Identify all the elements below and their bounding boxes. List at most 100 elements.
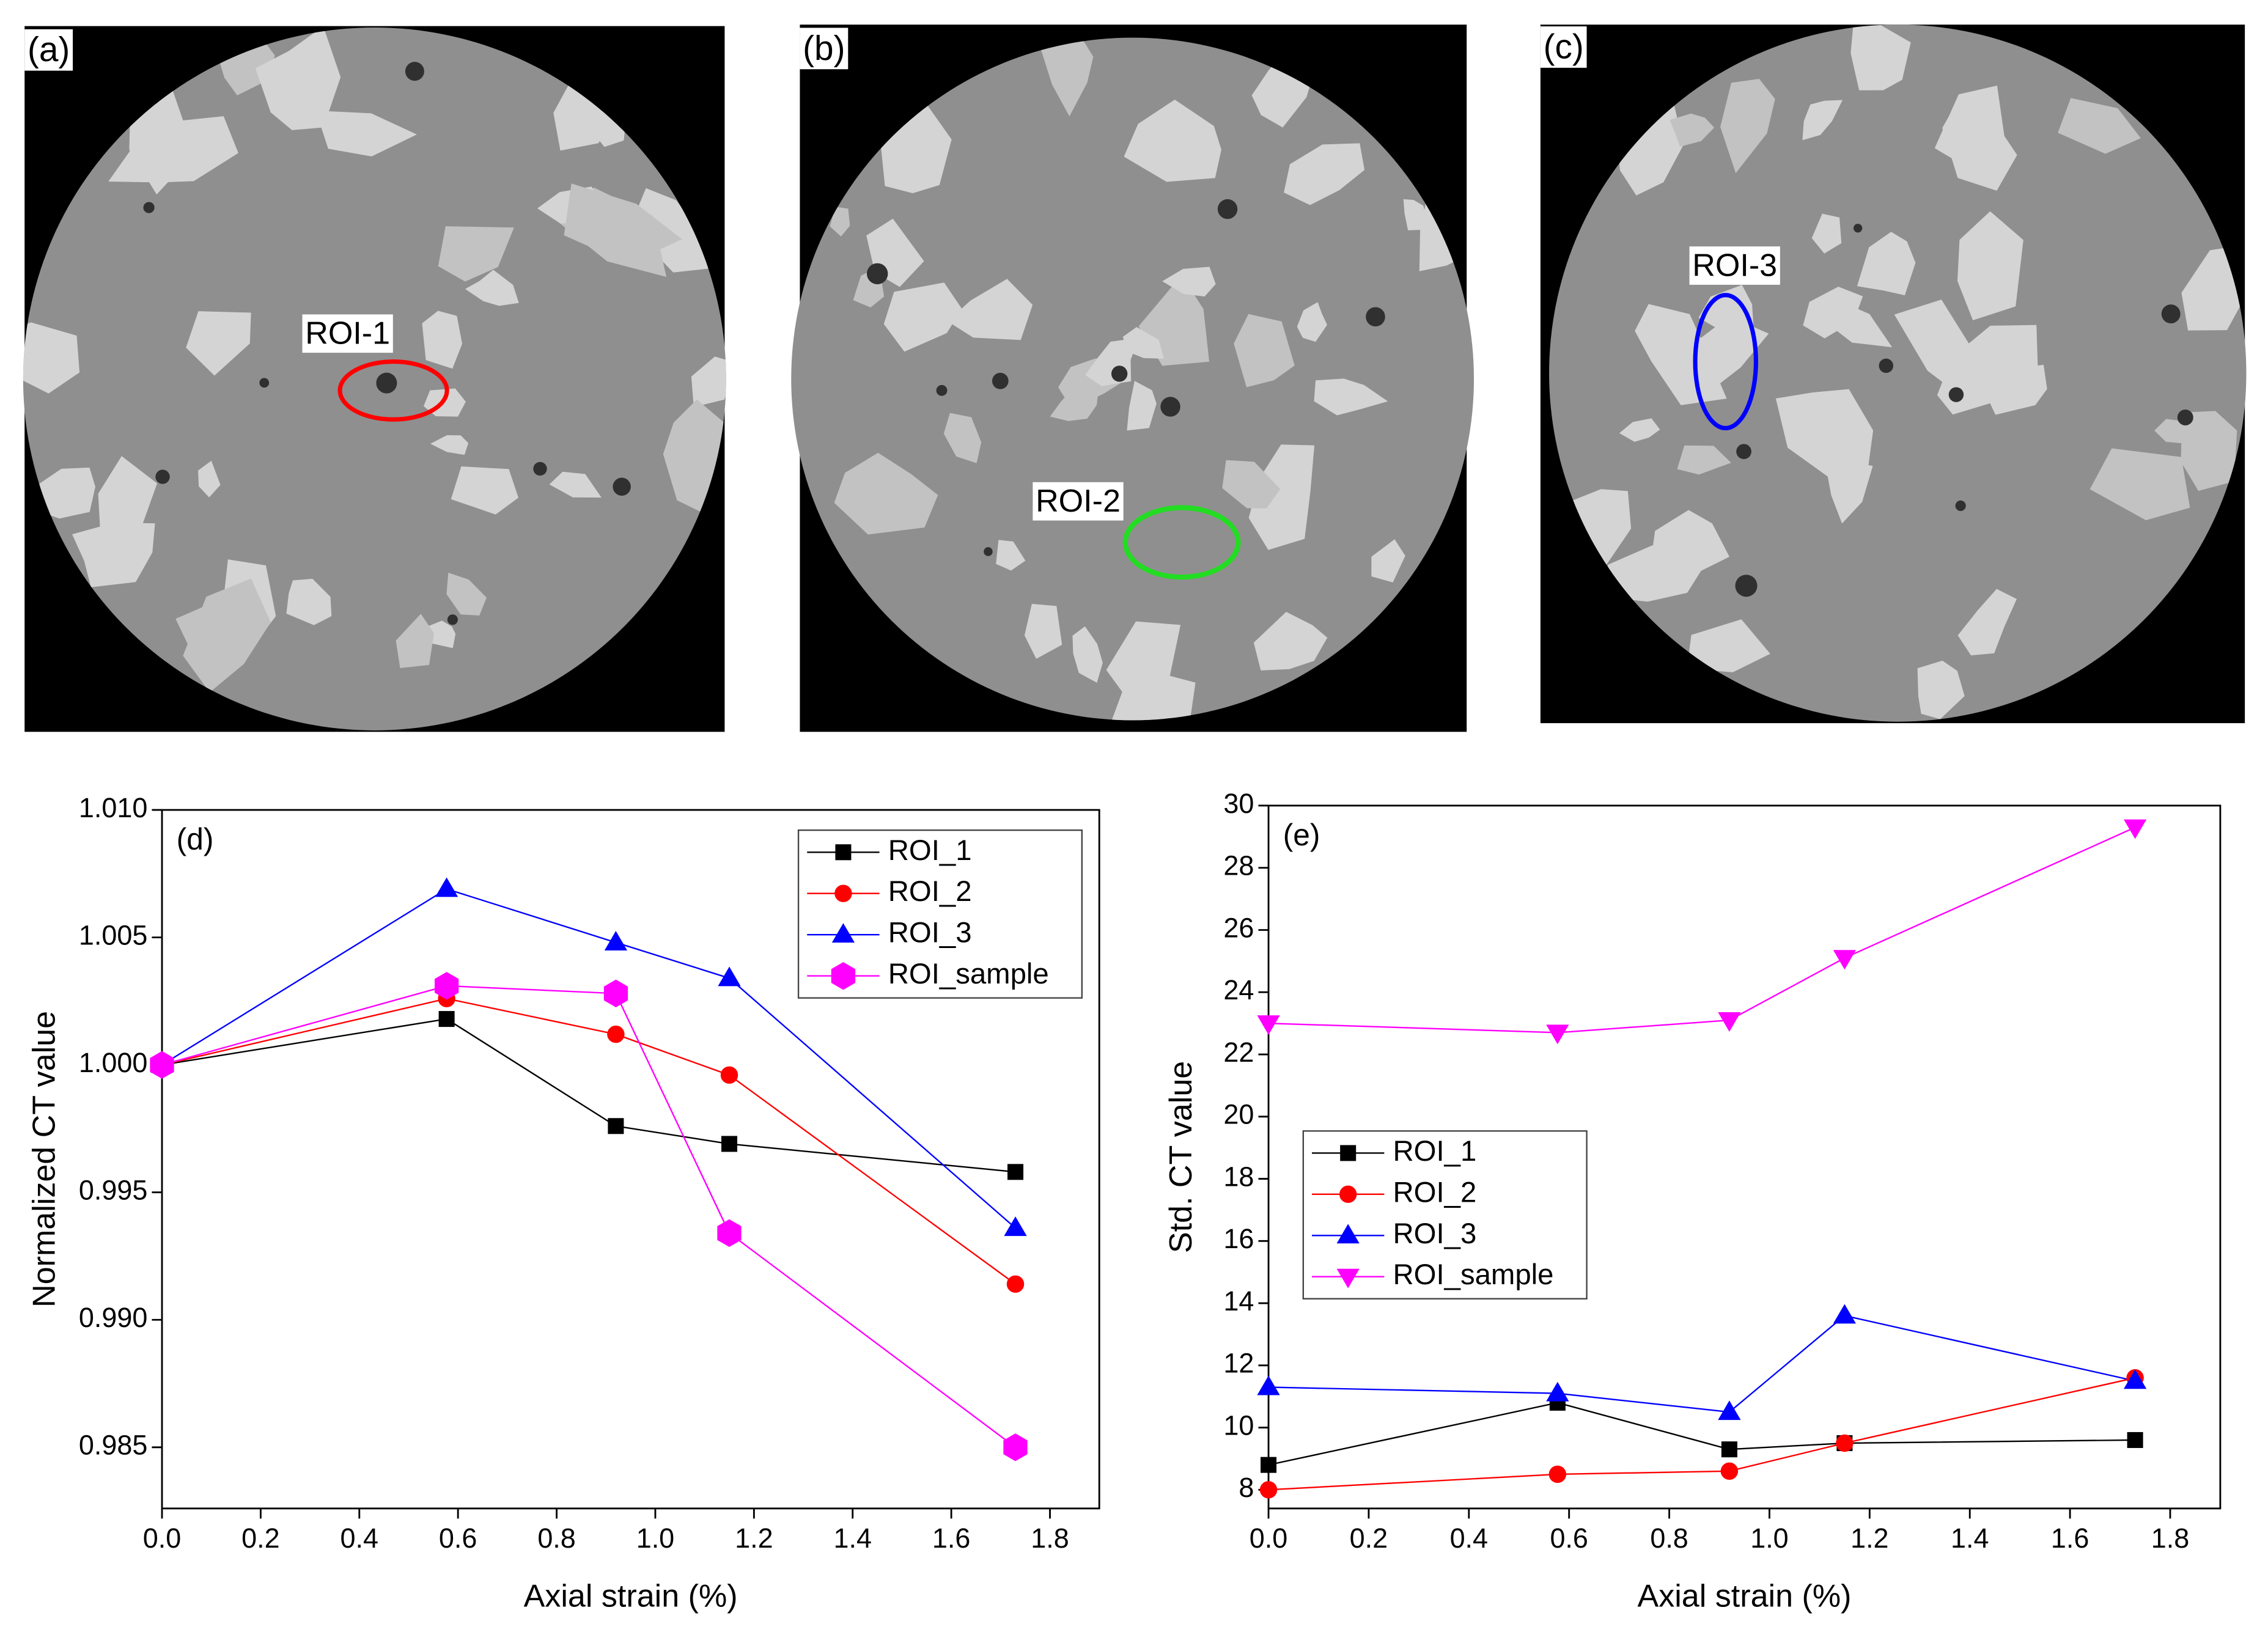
roi-ellipse	[1693, 293, 1758, 430]
sample-section	[791, 37, 1475, 721]
panel-annotation: (e)	[1283, 818, 1320, 852]
marker	[717, 1219, 742, 1248]
plot-frame	[1267, 804, 2222, 1510]
marker	[718, 966, 741, 987]
marker	[603, 979, 628, 1007]
pore	[405, 62, 424, 81]
chart: 0.0 0.2 0.4 0.6 0.8 1.0 1.2 1.4 1.6 1.8 0.985 0.990…	[26, 792, 1100, 1614]
y-tick-label: 26	[1223, 912, 1254, 943]
aggregate	[315, 110, 417, 156]
pore	[1160, 397, 1180, 417]
x-tick-label: 0.4	[341, 1523, 378, 1554]
marker	[1548, 1465, 1567, 1483]
marker	[1003, 1433, 1028, 1461]
chart: 0.0 0.2 0.4 0.6 0.8 1.0 1.2 1.4 1.6 1.8 8 10 12 14 16 1…	[1163, 788, 2222, 1614]
y-axis-title: Normalized CT value	[26, 1011, 62, 1307]
roi-ellipse	[1122, 505, 1241, 580]
pore	[1735, 575, 1758, 597]
y-tick-label: 12	[1223, 1348, 1254, 1379]
y-tick-label: 1.005	[79, 919, 147, 950]
legend-label: ROI_3	[888, 917, 972, 949]
pore	[533, 461, 547, 476]
marker	[831, 923, 855, 943]
pore	[1111, 366, 1128, 382]
pore	[936, 384, 948, 396]
aggregate	[446, 572, 487, 616]
pore	[1366, 307, 1385, 327]
pore	[376, 372, 397, 394]
marker	[2123, 819, 2147, 839]
marker	[1336, 1268, 1360, 1288]
pore	[1217, 199, 1238, 219]
aggregate	[72, 522, 155, 587]
marker	[1546, 1024, 1569, 1045]
marker	[1257, 1375, 1280, 1395]
roi-ellipse	[337, 359, 449, 422]
label-background	[302, 314, 393, 353]
aggregate	[1124, 99, 1221, 182]
pore	[143, 202, 155, 213]
marker	[1833, 950, 1856, 970]
roi-label: ROI-1	[305, 316, 390, 351]
aggregate	[1162, 266, 1216, 297]
aggregate	[943, 413, 982, 463]
aggregate	[1127, 381, 1157, 431]
overlays	[337, 293, 1758, 580]
aggregate	[1253, 612, 1328, 671]
marker	[1721, 1441, 1737, 1458]
aggregate	[1297, 302, 1327, 342]
marker	[608, 1118, 624, 1134]
x-tick-label: 0.4	[1450, 1523, 1488, 1554]
aggregates	[1556, 24, 2247, 719]
y-axis-title: Std. CT value	[1163, 1061, 1199, 1253]
legend-label: ROI_sample	[888, 958, 1049, 990]
aggregate	[1234, 314, 1295, 388]
roi-label: ROI-2	[1036, 483, 1121, 519]
legend-label: ROI_2	[888, 875, 972, 908]
marker	[1007, 1164, 1024, 1180]
aggregate	[1857, 232, 1916, 296]
ct-image	[23, 26, 726, 732]
pore	[1879, 358, 1894, 373]
legend-label: ROI_sample	[1393, 1259, 1554, 1291]
aggregate	[1222, 460, 1281, 509]
y-tick-label: 14	[1223, 1285, 1254, 1317]
y-tick-label: 0.990	[79, 1302, 147, 1333]
aggregate	[1677, 445, 1731, 475]
x-tick-label: 1.2	[1850, 1523, 1888, 1554]
panel-label: (a)	[28, 31, 70, 69]
ct-image	[1540, 24, 2247, 724]
aggregate	[691, 356, 726, 408]
y-tick-label: 0.985	[79, 1430, 147, 1461]
legend-label: ROI_1	[1393, 1135, 1477, 1167]
marker	[1006, 1275, 1025, 1293]
aggregate	[197, 460, 221, 498]
x-tick-label: 0.2	[1350, 1523, 1388, 1554]
panel-annotation: (d)	[177, 822, 214, 856]
roi-label: ROI-3	[1692, 248, 1777, 284]
marker	[1718, 1012, 1741, 1032]
aggregate	[1072, 626, 1103, 683]
marker	[604, 931, 628, 950]
y-tick-label: 30	[1223, 788, 1254, 819]
aggregate	[1957, 589, 2017, 656]
aggregate	[1828, 298, 1893, 348]
pore	[984, 547, 993, 556]
x-tick-label: 1.8	[1031, 1523, 1069, 1554]
aggregate	[1698, 285, 1754, 330]
aggregate	[1607, 534, 1712, 602]
x-tick-label: 0.2	[241, 1523, 279, 1554]
aggregate	[834, 452, 938, 535]
y-tick-label: 1.010	[79, 792, 147, 823]
marker	[607, 1025, 625, 1043]
marker	[1718, 1400, 1741, 1421]
aggregate	[1850, 24, 1911, 90]
marker	[2123, 1369, 2147, 1389]
marker	[1259, 1481, 1278, 1499]
aggregate	[1957, 211, 2023, 320]
aggregate	[1110, 675, 1196, 721]
y-tick-label: 10	[1223, 1410, 1254, 1441]
legend-label: ROI_1	[888, 834, 972, 867]
aggregate	[422, 311, 463, 369]
